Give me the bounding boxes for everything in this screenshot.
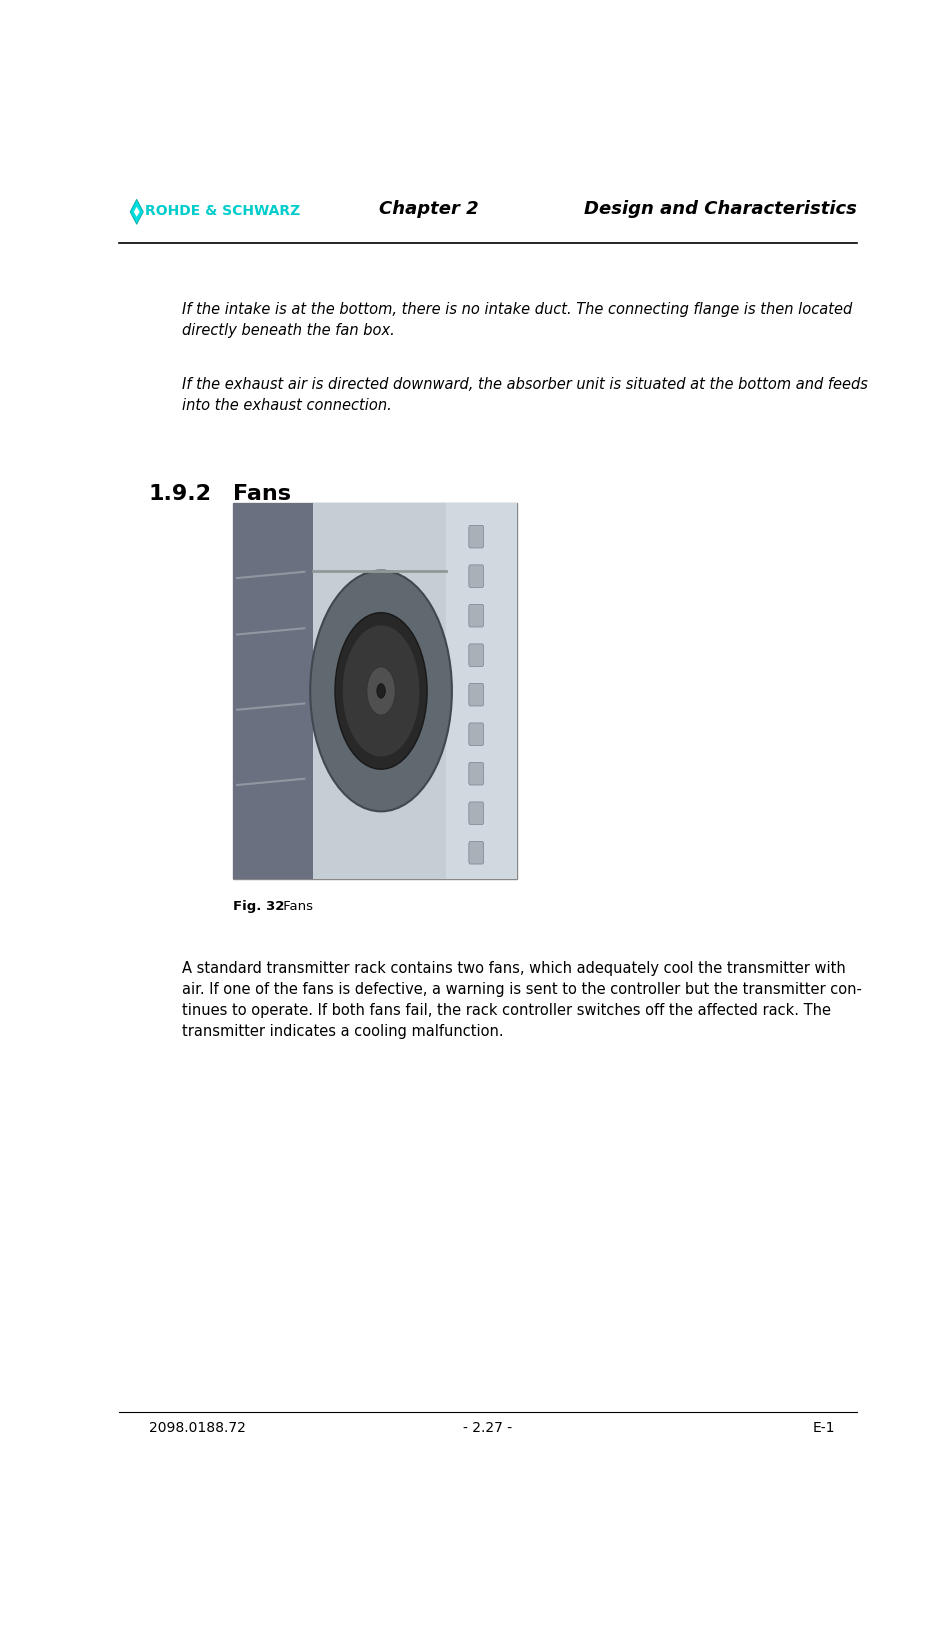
Circle shape (342, 624, 420, 757)
Bar (233, 503, 518, 880)
Text: Chapter 2: Chapter 2 (379, 200, 479, 218)
Text: Fans: Fans (279, 901, 313, 914)
Text: Fig. 32: Fig. 32 (233, 901, 285, 914)
Polygon shape (133, 207, 140, 217)
FancyBboxPatch shape (468, 643, 484, 666)
Text: If the intake is at the bottom, there is no intake duct. The connecting flange i: If the intake is at the bottom, there is… (182, 301, 852, 339)
Text: Design and Characteristics: Design and Characteristics (584, 200, 857, 218)
FancyBboxPatch shape (468, 801, 484, 824)
Text: A standard transmitter rack contains two fans, which adequately cool the transmi: A standard transmitter rack contains two… (182, 961, 862, 1039)
Bar (313, 503, 446, 880)
FancyBboxPatch shape (468, 604, 484, 627)
FancyBboxPatch shape (468, 565, 484, 588)
Text: E-1: E-1 (812, 1420, 835, 1435)
FancyBboxPatch shape (468, 723, 484, 746)
Text: ROHDE & SCHWARZ: ROHDE & SCHWARZ (145, 204, 300, 218)
Circle shape (335, 613, 427, 769)
FancyBboxPatch shape (468, 762, 484, 785)
Bar (446, 503, 518, 880)
Text: 1.9.2: 1.9.2 (149, 484, 211, 503)
Text: If the exhaust air is directed downward, the absorber unit is situated at the bo: If the exhaust air is directed downward,… (182, 378, 867, 414)
FancyBboxPatch shape (468, 842, 484, 863)
FancyBboxPatch shape (468, 526, 484, 547)
Circle shape (310, 570, 452, 811)
Text: Fans: Fans (233, 484, 291, 503)
Text: - 2.27 -: - 2.27 - (464, 1420, 512, 1435)
Text: 2098.0188.72: 2098.0188.72 (149, 1420, 246, 1435)
Polygon shape (130, 199, 144, 225)
Circle shape (367, 666, 395, 715)
Bar (233, 503, 313, 880)
Circle shape (377, 684, 386, 699)
FancyBboxPatch shape (468, 684, 484, 705)
